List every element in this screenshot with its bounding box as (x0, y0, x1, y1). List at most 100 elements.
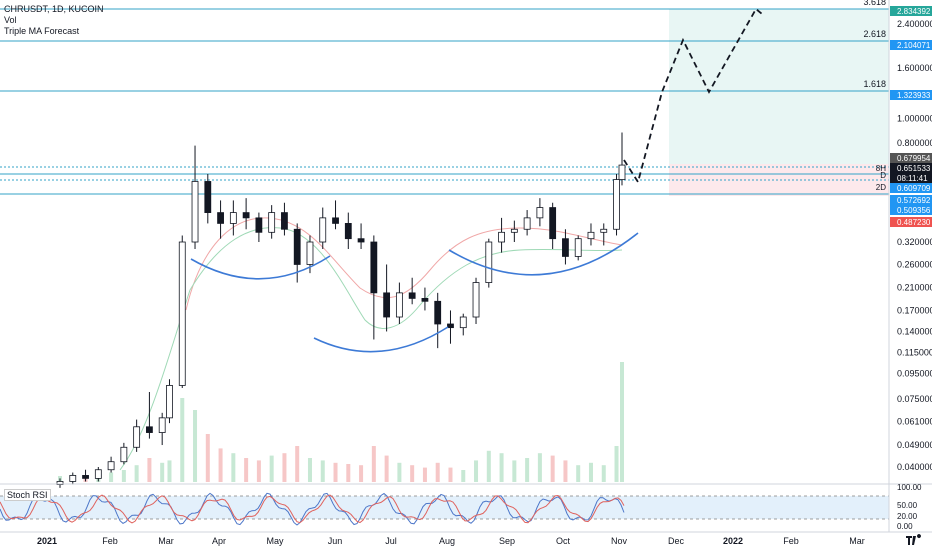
cup-curve-1[interactable] (190, 255, 331, 280)
candle-body[interactable] (434, 300, 442, 325)
candle-body[interactable] (357, 238, 365, 243)
volume-bar (167, 460, 172, 482)
candle-body[interactable] (217, 212, 224, 224)
candles[interactable] (56, 132, 626, 488)
volume-label[interactable]: Vol (4, 15, 17, 25)
time-tick-label: Jul (385, 536, 397, 546)
candle-body[interactable] (56, 481, 64, 485)
candle-body[interactable] (281, 212, 288, 230)
candle-body[interactable] (485, 241, 493, 283)
fib-target-zone (669, 9, 889, 164)
price-tag: 0.509356 (897, 206, 931, 215)
candle-body[interactable] (242, 212, 250, 219)
candle-body[interactable] (229, 212, 237, 224)
volume-bar (295, 446, 300, 482)
candle-body[interactable] (178, 241, 186, 386)
price-tag-bg (890, 153, 932, 163)
volume-bar (346, 464, 351, 482)
price-tag-bg (890, 163, 932, 173)
candle-body[interactable] (255, 217, 263, 233)
candle-body[interactable] (574, 238, 582, 257)
cup-curve-2[interactable] (313, 326, 449, 353)
candle-body[interactable] (510, 228, 518, 233)
interval-label: D (880, 171, 886, 180)
candle-body[interactable] (82, 475, 89, 479)
volume-bar (422, 467, 427, 482)
price-tag: 08:11:41 (897, 174, 928, 183)
candle-body[interactable] (306, 241, 314, 265)
volume-bar (244, 458, 249, 482)
time-tick-label: Dec (668, 536, 685, 546)
price-tick-label: 0.095000 (897, 368, 932, 378)
fib-level-label: 2.618 (863, 29, 886, 39)
volume-bar (256, 460, 261, 482)
candle-body[interactable] (94, 469, 102, 479)
candle-body[interactable] (166, 385, 173, 419)
time-tick-label: Mar (158, 536, 174, 546)
tradingview-logo-icon[interactable] (905, 534, 921, 546)
candle-body[interactable] (332, 217, 339, 224)
candle-body[interactable] (472, 282, 480, 318)
volume-bar (448, 467, 453, 482)
price-tag-bg (890, 195, 932, 205)
candle-body[interactable] (370, 241, 378, 294)
candle-body[interactable] (523, 217, 531, 230)
volume-bar (397, 462, 402, 482)
time-axis[interactable]: 2021 Feb Mar Apr May Jun Jul Aug Sep Oct Nov Dec 202… (37, 536, 865, 546)
volume-bar (550, 455, 555, 482)
candle-body[interactable] (549, 207, 557, 240)
candle-body[interactable] (459, 316, 467, 329)
volume-bar (282, 453, 287, 482)
volume-bar (231, 453, 236, 482)
volume-bar (134, 465, 139, 482)
rsi-tick-label: 100.00 (897, 483, 922, 492)
candle-body[interactable] (613, 179, 620, 230)
volume-bar (147, 458, 152, 482)
forecast-path[interactable] (623, 7, 763, 185)
volume-bar (410, 465, 415, 482)
candle-body[interactable] (293, 228, 301, 265)
volume-bar (193, 410, 198, 482)
price-axis[interactable]: 2.400000 1.600000 1.000000 0.800000 0.320000… (897, 19, 932, 472)
volume-bar (461, 470, 466, 482)
indicator-label[interactable]: Triple MA Forecast (4, 26, 80, 36)
candle-body[interactable] (319, 217, 327, 243)
candle-body[interactable] (383, 292, 391, 318)
candle-body[interactable] (421, 298, 429, 302)
price-tag-bg (890, 173, 932, 183)
price-tag-bg (890, 90, 932, 100)
price-tag-bg (890, 205, 932, 215)
candle-body[interactable] (133, 426, 141, 448)
candle-body[interactable] (204, 181, 212, 213)
candle-body[interactable] (120, 446, 128, 463)
time-tick-label: Feb (102, 536, 118, 546)
candle-body[interactable] (447, 323, 454, 329)
candle-body[interactable] (536, 207, 544, 219)
price-tick-label: 0.040000 (897, 462, 932, 472)
candle-body[interactable] (146, 426, 153, 433)
candle-body[interactable] (191, 181, 199, 243)
candle-body[interactable] (498, 231, 505, 243)
rsi-tick-label: 50.00 (897, 501, 918, 510)
volume-bar (359, 465, 364, 482)
volume-bar (109, 472, 114, 482)
candle-body[interactable] (158, 417, 166, 433)
stoch-rsi-label[interactable]: Stoch RSI (4, 489, 51, 501)
candle-body[interactable] (600, 228, 608, 233)
candle-body[interactable] (344, 223, 352, 240)
candle-body[interactable] (562, 238, 569, 257)
price-tag: 1.323933 (897, 91, 931, 100)
candle-body[interactable] (268, 212, 276, 233)
cup-curve-3[interactable] (448, 232, 639, 276)
candle-body[interactable] (618, 164, 626, 180)
candle-body[interactable] (587, 231, 595, 240)
candle-body[interactable] (69, 475, 77, 482)
price-tick-label: 0.170000 (897, 305, 932, 315)
candle-body[interactable] (395, 292, 403, 318)
candle-body[interactable] (107, 461, 115, 471)
symbol-title[interactable]: CHRUSDT, 1D, KUCOIN (4, 4, 104, 14)
fib-labels: 3.618 2.618 1.618 (863, 0, 886, 89)
volume-bar (563, 460, 568, 482)
candle-body[interactable] (408, 292, 416, 299)
